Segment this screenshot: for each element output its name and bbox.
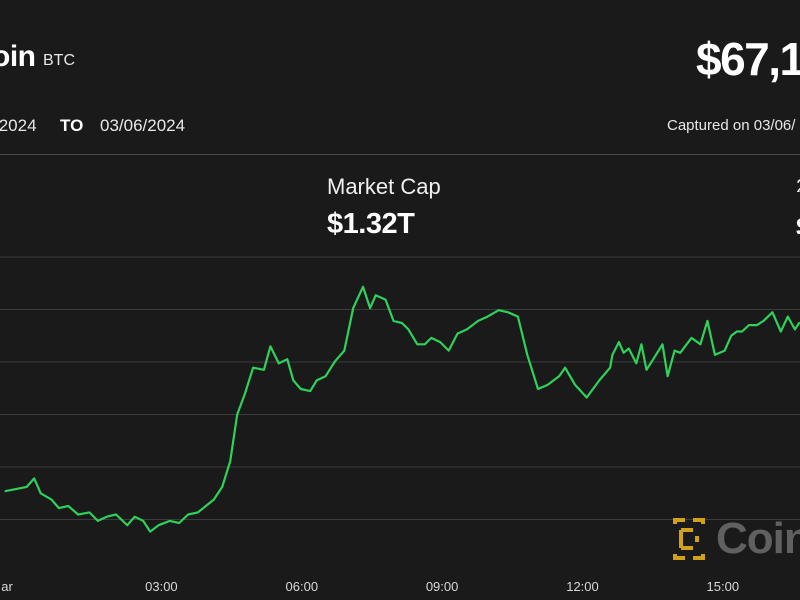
logo-segment [693,518,705,524]
coin-name: oin [0,40,36,73]
coindesk-logo-icon [673,518,705,560]
x-axis-ticks: ar 03:00 06:00 09:00 12:00 15:00 [1,579,739,594]
x-tick-label: 06:00 [286,579,319,594]
logo-segment [673,554,685,560]
header-divider [0,154,800,155]
x-tick-label: 09:00 [426,579,459,594]
market-cap-value: $1.32T [327,208,415,240]
watermark-text: Coin [716,514,800,563]
logo-segment [673,518,685,524]
captured-timestamp: Captured on 03/06/ [667,117,796,134]
x-tick-label: 15:00 [707,579,740,594]
date-range-to-label: TO [60,116,84,135]
logo-segment [693,554,705,560]
x-tick-label: ar [1,579,13,594]
x-tick-label: 03:00 [145,579,178,594]
chart-line-layer [4,285,800,533]
price-line [4,285,800,533]
date-range-to: 03/06/2024 [100,116,186,135]
chart-grid [0,256,800,520]
coin-ticker: BTC [43,52,75,69]
date-range-from: /2024 [0,116,37,135]
x-tick-label: 12:00 [566,579,599,594]
market-cap-label: Market Cap [327,174,441,199]
stat-value-cropped: $ [796,212,800,234]
current-price: $67,1 [696,33,800,85]
stat-label-cropped: 2 [796,176,800,192]
